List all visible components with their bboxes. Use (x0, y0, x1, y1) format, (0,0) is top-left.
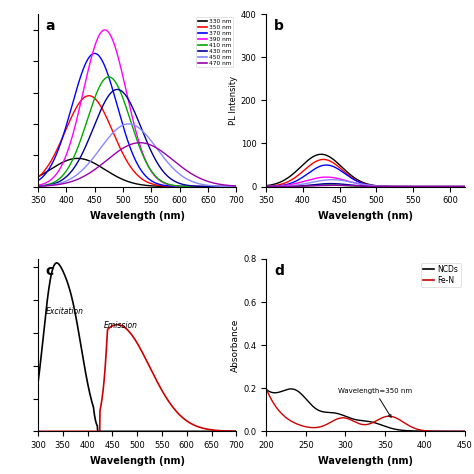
Y-axis label: Absorbance: Absorbance (231, 319, 240, 372)
Text: d: d (274, 264, 284, 278)
Text: c: c (46, 264, 54, 278)
Text: a: a (46, 19, 55, 33)
Text: b: b (274, 19, 284, 33)
Legend: 330 nm, 350 nm, 370 nm, 390 nm, 410 nm, 430 nm, 450 nm, 470 nm: 330 nm, 350 nm, 370 nm, 390 nm, 410 nm, … (196, 17, 233, 67)
X-axis label: Wavelength (nm): Wavelength (nm) (90, 456, 185, 465)
Text: Wavelength=350 nm: Wavelength=350 nm (337, 388, 411, 417)
X-axis label: Wavelength (nm): Wavelength (nm) (318, 456, 413, 465)
Y-axis label: PL Intensity: PL Intensity (229, 76, 238, 125)
Text: Excitation: Excitation (46, 307, 84, 316)
X-axis label: Wavelength (nm): Wavelength (nm) (318, 211, 413, 221)
Legend: NCDs, Fe-N: NCDs, Fe-N (421, 263, 461, 287)
Text: Emission: Emission (103, 321, 137, 330)
X-axis label: Wavelength (nm): Wavelength (nm) (90, 211, 185, 221)
